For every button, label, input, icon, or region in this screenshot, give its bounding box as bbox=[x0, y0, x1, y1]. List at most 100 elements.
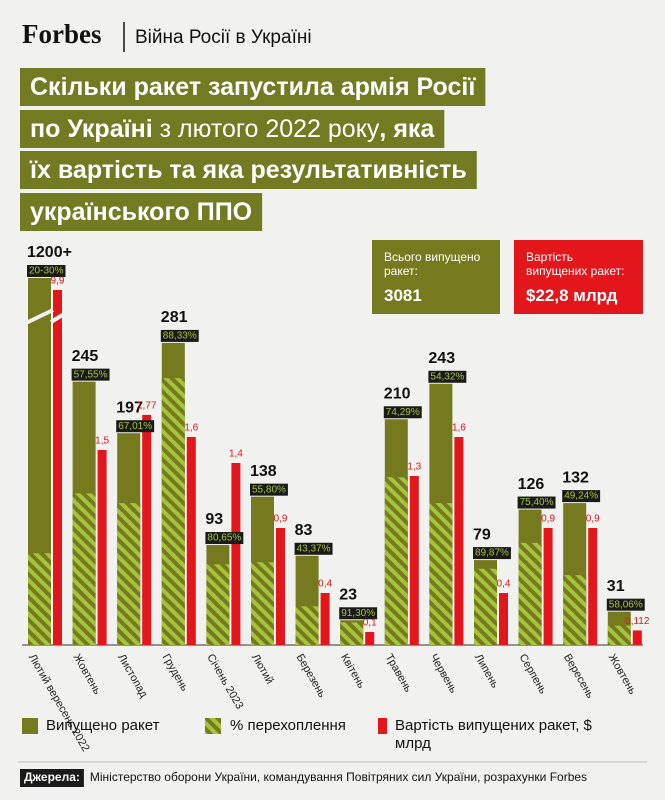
legend-swatch bbox=[378, 718, 387, 734]
rockets-label: 31 bbox=[607, 578, 625, 595]
x-tick-label: Лютий bbox=[249, 652, 276, 686]
intercept-label: 49,24% bbox=[564, 491, 598, 502]
intercept-label: 67,01% bbox=[118, 421, 152, 432]
x-tick-label: Серпень bbox=[516, 652, 549, 696]
legend-label: Випущено ракет bbox=[46, 717, 160, 734]
rockets-label: 93 bbox=[205, 511, 223, 528]
source-label-bg bbox=[20, 769, 84, 787]
intercept-hatch bbox=[384, 477, 408, 645]
intercept-label-bg bbox=[250, 483, 288, 496]
rockets-label: 210 bbox=[384, 385, 411, 402]
intercept-label-bg bbox=[160, 329, 199, 342]
legend-swatch bbox=[205, 718, 221, 734]
intercept-hatch bbox=[563, 575, 587, 645]
total-value: $22,8 млрд bbox=[526, 286, 618, 305]
rockets-label: 126 bbox=[518, 476, 545, 493]
intercept-label: 74,29% bbox=[386, 407, 420, 418]
cost-label: 1,6 bbox=[184, 423, 198, 434]
cost-bar bbox=[499, 593, 508, 645]
rockets-label: 83 bbox=[295, 522, 313, 539]
rockets-label: 79 bbox=[473, 526, 491, 543]
title-box bbox=[20, 151, 477, 189]
rockets-label: 245 bbox=[72, 348, 99, 365]
cost-bar bbox=[231, 463, 241, 645]
x-tick-label: Грудень bbox=[160, 652, 191, 694]
cost-bar bbox=[409, 476, 419, 645]
cost-bar bbox=[454, 437, 464, 645]
intercept-label-bg bbox=[27, 265, 66, 277]
title-line: їх вартість та яка результативність bbox=[29, 156, 467, 184]
cost-bar bbox=[142, 414, 152, 645]
intercept-label: 80,65% bbox=[207, 533, 241, 544]
title-line: українського ППО bbox=[30, 198, 252, 226]
rockets-label: 281 bbox=[161, 309, 188, 326]
intercept-label-bg bbox=[205, 532, 244, 545]
intercept-hatch bbox=[72, 493, 96, 645]
break bbox=[49, 312, 66, 324]
cost-label: 0,1 bbox=[363, 618, 377, 629]
intercept-hatch bbox=[429, 503, 453, 645]
cost-label: 1,77 bbox=[137, 401, 157, 412]
title-line: Скільки ракет запустила армія Росії bbox=[30, 73, 476, 101]
source-text: Міністерство оборони України, командуван… bbox=[90, 770, 587, 784]
x-tick-label: Вересень bbox=[561, 652, 596, 701]
intercept-label: 75,40% bbox=[520, 497, 554, 508]
intercept-label: 43,37% bbox=[297, 543, 331, 554]
legend-label: Вартість випущених ракет, $ млрд bbox=[395, 717, 592, 752]
cost-bar bbox=[97, 450, 107, 645]
title-segment: , яка bbox=[379, 115, 435, 143]
source-label: Джерела: bbox=[24, 770, 80, 784]
intercept-hatch bbox=[161, 378, 185, 645]
x-tick-label: Червень bbox=[427, 652, 459, 696]
x-tick-label: Липень bbox=[472, 652, 501, 690]
x-tick-label: Січень 2023 bbox=[204, 652, 245, 711]
x-tick-label: Жовтень bbox=[606, 652, 639, 697]
cost-bar bbox=[53, 290, 62, 645]
x-tick-label: Квітень bbox=[338, 652, 367, 691]
intercept-label: 88,33% bbox=[163, 331, 197, 342]
cost-bar bbox=[186, 437, 196, 645]
intercept-label-bg bbox=[562, 490, 601, 503]
intercept-label-bg bbox=[294, 542, 333, 555]
cost-label: 0,4 bbox=[497, 579, 511, 590]
x-tick-label: Травень bbox=[383, 652, 415, 695]
total-value: 3081 bbox=[384, 286, 422, 305]
intercept-label-bg bbox=[116, 420, 155, 433]
intercept-label-bg bbox=[606, 598, 645, 611]
cost-label: 9,9 bbox=[51, 276, 65, 287]
cost-bar bbox=[588, 528, 598, 645]
rockets-label: 197 bbox=[116, 399, 143, 416]
cost-bar bbox=[276, 528, 285, 645]
title-box bbox=[20, 68, 486, 106]
cost-label: 1,6 bbox=[452, 423, 466, 434]
x-tick-label: Жовтень bbox=[70, 652, 103, 697]
intercept-label-bg bbox=[428, 370, 467, 383]
rockets-label: 243 bbox=[428, 350, 455, 367]
title-line: по Україні з лютого 2022 року, яка bbox=[30, 115, 435, 143]
cost-label: 1,3 bbox=[407, 462, 421, 473]
legend-swatch bbox=[22, 718, 38, 734]
rockets-label: 23 bbox=[339, 586, 357, 603]
intercept-label-bg bbox=[383, 406, 422, 419]
intercept-hatch bbox=[474, 568, 497, 645]
cost-bar bbox=[632, 630, 642, 645]
intercept-label: 91,30% bbox=[341, 608, 375, 619]
intercept-hatch bbox=[518, 542, 542, 645]
intercept-hatch bbox=[251, 562, 274, 645]
intercept-hatch bbox=[206, 564, 230, 645]
cost-label: 0,9 bbox=[541, 514, 555, 525]
cost-label: 0,9 bbox=[274, 514, 288, 525]
intercept-label: 54,32% bbox=[430, 371, 464, 382]
total-label: Всього випущено ракет: bbox=[384, 250, 481, 278]
intercept-label-bg bbox=[339, 607, 378, 620]
brand: Forbes bbox=[22, 19, 101, 49]
cost-label: 0,9 bbox=[586, 514, 600, 525]
title-segment: по Україні bbox=[30, 115, 153, 143]
total-box bbox=[372, 240, 500, 314]
rockets-label: 1200+ bbox=[27, 244, 72, 261]
intercept-hatch bbox=[340, 622, 364, 645]
cost-label: 1,4 bbox=[229, 449, 243, 460]
intercept-hatch bbox=[607, 625, 631, 645]
rockets-label: 138 bbox=[250, 463, 277, 480]
break bbox=[25, 308, 54, 325]
